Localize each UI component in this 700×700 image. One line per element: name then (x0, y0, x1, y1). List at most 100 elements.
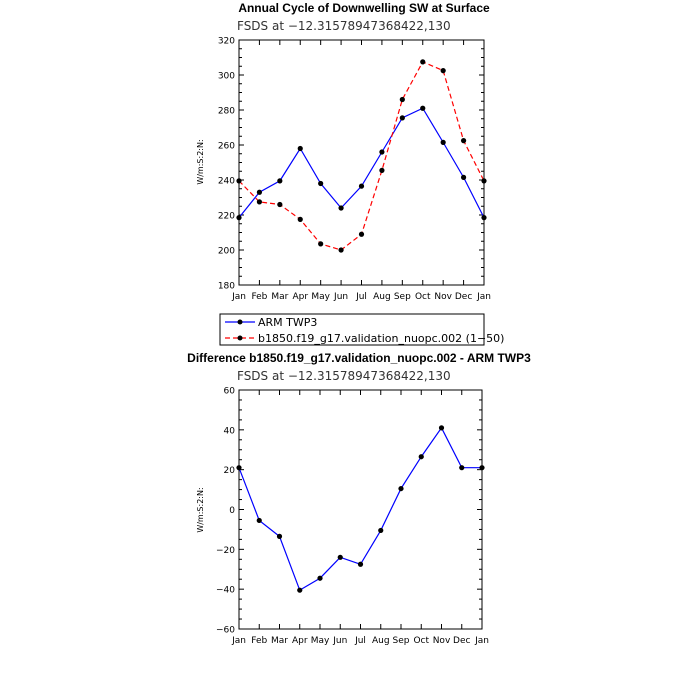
top-chart-series (236, 59, 487, 253)
series-0-point (438, 425, 445, 431)
x-tick-label: Mar (271, 636, 288, 646)
series-0-point (479, 465, 485, 471)
x-tick-label: Jan (231, 292, 246, 302)
y-tick-label: 20 (224, 466, 236, 476)
top-chart-title: Annual Cycle of Downwelling SW at Surfac… (238, 1, 490, 15)
bottom-chart-xtick-labels: Jan Feb Mar Apr May Jun Jul Aug Sep Oct Nov Dec Jan (231, 636, 489, 646)
series-0-point (358, 183, 365, 189)
x-tick-label: Apr (292, 292, 308, 302)
series-1-point (379, 167, 385, 173)
series-0-point (277, 178, 283, 184)
series-0-point (337, 554, 343, 560)
y-tick-label: 180 (218, 282, 235, 292)
series-0-point (236, 465, 242, 471)
y-tick-label: 220 (218, 212, 235, 222)
series-0-point (317, 575, 323, 581)
series-1-point (338, 247, 344, 253)
bottom-chart-frame (238, 389, 483, 630)
y-tick-label: 280 (218, 107, 235, 117)
series-0-point (418, 454, 424, 460)
x-tick-label: Dec (455, 292, 472, 302)
x-tick-label: May (311, 636, 330, 646)
series-line-0 (238, 107, 485, 219)
top-chart-xtick-labels: Jan Feb Mar Apr May Jun Jul Aug Sep Oct Nov Dec Jan (231, 292, 491, 302)
series-1-point (297, 216, 303, 222)
x-tick-label: Jan (474, 636, 489, 646)
series-0-point (378, 527, 384, 534)
top-chart-frame (238, 39, 485, 286)
x-tick-label: Dec (453, 636, 470, 646)
x-tick-label: Apr (292, 636, 308, 646)
series-0-point (297, 587, 303, 593)
series-0-point (276, 533, 283, 539)
x-tick-label: Aug (373, 292, 391, 302)
y-tick-label: 0 (229, 506, 235, 516)
legend-marker-model (237, 335, 243, 341)
legend-label-arm: ARM TWP3 (258, 316, 317, 329)
x-tick-label: Nov (434, 292, 452, 302)
x-tick-label: Feb (251, 292, 267, 302)
x-tick-label: Nov (433, 636, 451, 646)
series-0-point (256, 189, 263, 195)
top-chart-ytick-labels: 180 200 220 240 260 280 300 320 (218, 37, 235, 292)
series-1-point (420, 59, 426, 65)
series-0-point (379, 149, 385, 155)
top-chart-ylabel: W/m:S:2:N: (196, 139, 205, 184)
y-tick-label: 300 (218, 72, 235, 82)
series-0-point (420, 105, 426, 111)
series-1-point (277, 201, 283, 208)
bottom-chart-title: Difference b1850.f19_g17.validation_nuop… (187, 351, 531, 365)
bottom-chart-subtitle: FSDS at −12.31578947368422,130 (237, 369, 451, 383)
y-tick-label: 60 (224, 387, 236, 397)
series-0-point (256, 517, 262, 524)
x-tick-label: Jan (476, 292, 491, 302)
top-chart-ticks (238, 39, 485, 286)
series-0-point (236, 215, 242, 221)
x-tick-label: Aug (372, 636, 390, 646)
series-1-point (256, 199, 263, 205)
x-tick-label: Jan (231, 636, 246, 646)
bottom-chart-ytick-labels: −60 −40 −20 0 20 40 60 (216, 387, 235, 636)
x-tick-label: Oct (415, 292, 431, 302)
series-1-point (440, 68, 446, 74)
top-chart-subtitle: FSDS at −12.31578947368422,130 (237, 19, 451, 33)
x-tick-label: Sep (394, 292, 411, 302)
legend-marker-arm (237, 319, 243, 325)
series-line-1 (238, 61, 485, 251)
series-1-point (318, 241, 324, 247)
x-tick-label: Feb (251, 636, 267, 646)
x-tick-label: Jul (354, 636, 366, 646)
y-tick-label: −40 (216, 586, 235, 596)
series-0-point (357, 561, 364, 567)
x-tick-label: Jun (333, 292, 348, 302)
series-0-point (399, 115, 405, 121)
y-tick-label: 40 (224, 426, 236, 436)
bottom-chart-ylabel: W/m:S:2:N: (196, 487, 205, 532)
legend-label-model: b1850.f19_g17.validation_nuopc.002 (1−50… (258, 332, 504, 345)
y-tick-label: 260 (218, 142, 235, 152)
y-tick-label: −20 (216, 546, 235, 556)
series-0-point (338, 205, 344, 211)
legend-box (219, 313, 485, 346)
series-1-point (481, 178, 487, 184)
y-tick-label: −60 (216, 626, 235, 636)
series-1-point (460, 138, 467, 144)
legend: ARM TWP3 b1850.f19_g17.validation_nuopc.… (219, 313, 504, 346)
x-tick-label: Sep (393, 636, 410, 646)
series-0-point (297, 145, 303, 152)
y-tick-label: 320 (218, 37, 235, 47)
top-chart: Annual Cycle of Downwelling SW at Surfac… (196, 1, 491, 302)
x-tick-label: May (311, 292, 330, 302)
series-1-point (236, 178, 242, 184)
series-0-point (440, 139, 446, 145)
y-tick-label: 240 (218, 177, 235, 187)
series-0-point (318, 180, 324, 187)
bottom-chart-series (236, 425, 485, 593)
x-tick-label: Jul (355, 292, 367, 302)
series-1-point (399, 96, 405, 103)
x-tick-label: Jun (332, 636, 347, 646)
x-tick-label: Oct (413, 636, 429, 646)
bottom-chart-ticks (238, 389, 483, 630)
x-tick-label: Mar (271, 292, 288, 302)
